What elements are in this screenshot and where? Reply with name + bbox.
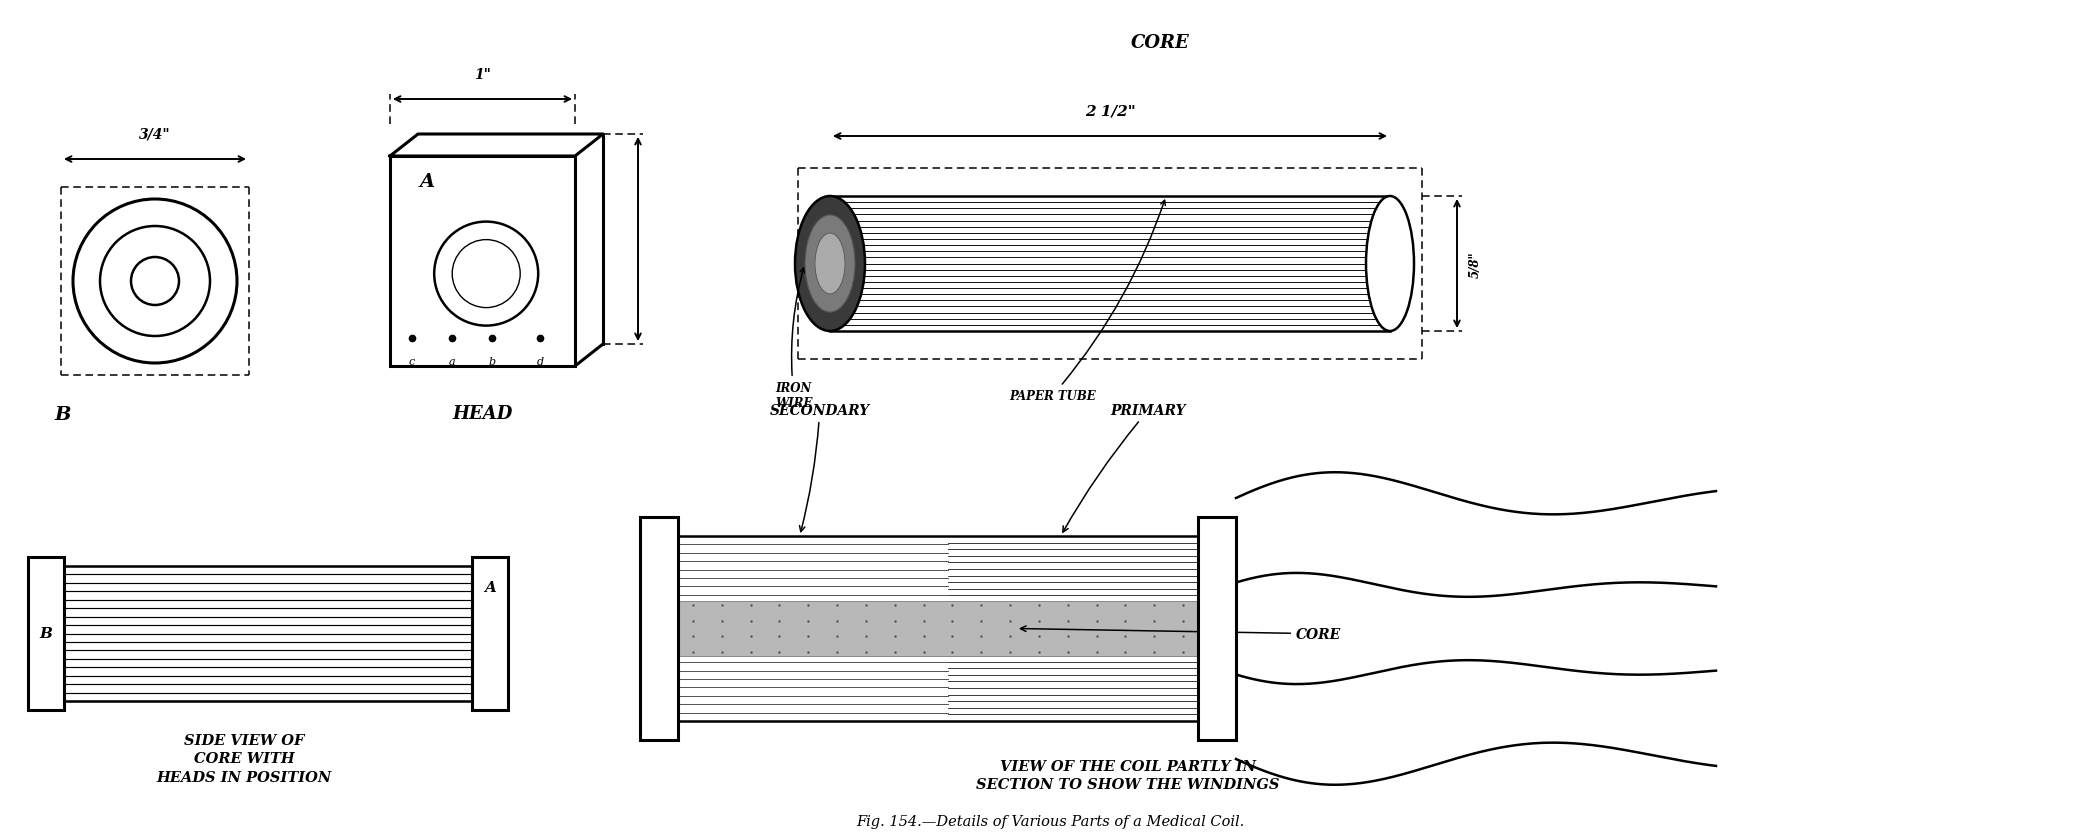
Bar: [27, 558, 65, 710]
Ellipse shape: [816, 234, 845, 294]
Text: A: A: [419, 173, 434, 191]
Text: CORE: CORE: [1021, 626, 1342, 641]
Text: SECONDARY: SECONDARY: [770, 404, 870, 532]
Text: a: a: [449, 357, 455, 366]
Ellipse shape: [805, 216, 856, 313]
Bar: [390, 157, 575, 366]
Text: 3/4": 3/4": [138, 128, 170, 142]
Text: PRIMARY: PRIMARY: [1063, 404, 1187, 533]
Text: B: B: [55, 405, 71, 424]
Text: B: B: [40, 627, 52, 640]
Text: c: c: [409, 357, 415, 366]
Text: A: A: [484, 580, 495, 594]
Text: b: b: [489, 357, 495, 366]
Text: Fig. 154.—Details of Various Parts of a Medical Coil.: Fig. 154.—Details of Various Parts of a …: [856, 814, 1244, 828]
Text: 5/8": 5/8": [1470, 251, 1483, 278]
Text: SIDE VIEW OF
CORE WITH
HEADS IN POSITION: SIDE VIEW OF CORE WITH HEADS IN POSITION: [157, 733, 331, 784]
Bar: [1197, 517, 1235, 740]
Bar: [677, 601, 1197, 656]
Text: CORE: CORE: [1130, 34, 1189, 52]
Ellipse shape: [1365, 196, 1413, 332]
Text: PAPER TUBE: PAPER TUBE: [1009, 201, 1166, 402]
Bar: [472, 558, 507, 710]
Text: IRON
WIRE: IRON WIRE: [776, 268, 812, 410]
Bar: [640, 517, 677, 740]
Text: d: d: [537, 357, 543, 366]
Ellipse shape: [795, 196, 864, 332]
Text: HEAD: HEAD: [453, 405, 512, 422]
Text: 1": 1": [474, 68, 491, 82]
Text: VIEW OF THE COIL PARTLY IN
SECTION TO SHOW THE WINDINGS: VIEW OF THE COIL PARTLY IN SECTION TO SH…: [977, 759, 1279, 792]
Text: 2 1/2": 2 1/2": [1084, 104, 1134, 119]
